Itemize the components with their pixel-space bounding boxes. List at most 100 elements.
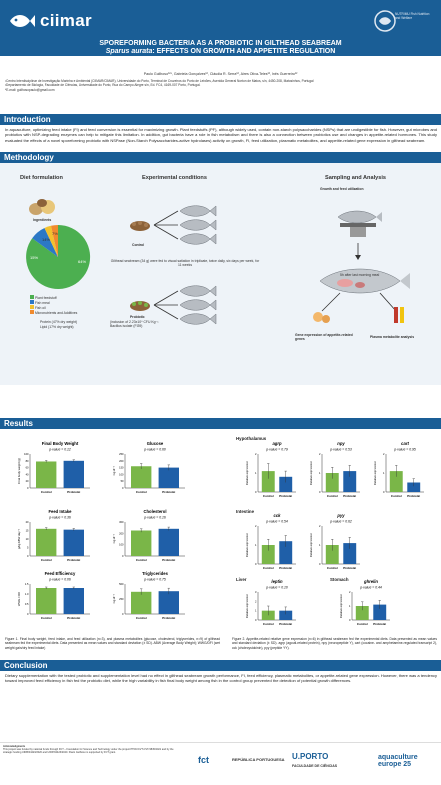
x-tick-label: Control (136, 490, 147, 494)
y-tick-label: 2 (349, 590, 351, 594)
y-tick-label: 250 (119, 452, 124, 456)
x-tick-label: Control (136, 558, 147, 562)
results-header: Results (0, 418, 441, 429)
bar-probiotic (158, 467, 179, 488)
gene-expression-label: Gene expression of appetite-related gene… (295, 333, 353, 341)
sponsor-fcup: FACULDADE DE CIÊNCIAS (292, 764, 338, 768)
affiliation-2: ²Departamento de Biologia, Faculdade de … (5, 83, 201, 88)
chart-title: npy (337, 441, 345, 446)
control-label: Control (132, 243, 145, 247)
pie-slice-plant (26, 224, 91, 289)
sampling-illustration (313, 210, 410, 323)
gene-expression-icon (313, 312, 330, 323)
y-tick-label: 1 (255, 471, 257, 475)
x-tick-label: Probiotic (67, 490, 80, 494)
x-tick-label: Probiotic (373, 622, 386, 626)
probiotic-fish-group (179, 285, 217, 325)
y-tick-label: 0 (27, 486, 29, 490)
legend-item-fishmeal: Fish meal (30, 300, 77, 305)
scale-fish-icon (337, 210, 382, 237)
bar-probiotic (63, 460, 84, 488)
x-tick-label: Probiotic (67, 558, 80, 562)
y-tick-label: 150 (119, 466, 124, 470)
chart-11: leptin p-value = 0.10 0 1 2 3 Relative express… (245, 579, 296, 626)
bar-probiotic (63, 588, 84, 614)
bar-probiotic (373, 604, 387, 620)
bar-control (261, 610, 275, 620)
y-tick-label: 1.5 (25, 582, 29, 586)
methodology-title: Methodology (4, 153, 54, 162)
chart-9: cck p-value = 0.54 0 1 2 Relative expression C… (245, 513, 296, 570)
figure-1-caption: Figure 1. Final body weight, feed intake… (5, 637, 220, 650)
protein-text: Protein (47% dry weight) (40, 320, 78, 324)
ingredients-icon (29, 199, 55, 215)
title-line-2: Sparus aurata: EFFECTS ON GROWTH AND APP… (0, 48, 441, 55)
sponsor-republica: REPÚBLICA PORTUGUESA (232, 757, 285, 762)
bar-control (389, 471, 403, 492)
chart-title: Feed Efficiency (45, 571, 76, 576)
bar-probiotic (158, 591, 179, 614)
title-species: Sparus aurata (105, 48, 153, 55)
x-tick-label: Control (136, 616, 147, 620)
pie-slice-fishoil (44, 225, 58, 257)
pie-label-fishoil: 14% (42, 237, 50, 242)
bar-control (261, 471, 275, 492)
plasma-tube-icon (394, 307, 404, 323)
sponsor-aquaculture-europe: aquaculture europe 25 (378, 754, 418, 768)
x-tick-label: Probiotic (279, 494, 292, 498)
y-tick-label: 0 (255, 562, 257, 566)
bar-control (131, 591, 152, 614)
bar-probiotic (279, 610, 293, 620)
y-tick-label: 0 (319, 490, 321, 494)
nutrimu-logo-icon (374, 10, 396, 32)
chart-12: ghrelin p-value = 0.44 0 1 2 Relative express… (339, 579, 390, 626)
methodology-header: Methodology (0, 152, 441, 163)
growth-label: Growth and feed utilization (320, 187, 364, 191)
bar-control (325, 545, 339, 564)
y-tick-label: 15 (26, 529, 29, 533)
y-tick-label: 1 (255, 609, 257, 613)
chart-pvalue: p-value = 0.12 (48, 448, 71, 452)
y-tick-label: 100 (24, 452, 29, 456)
y-tick-label: 200 (119, 531, 124, 535)
y-tick-label: 100 (119, 543, 124, 547)
y-tick-label: 500 (119, 582, 124, 586)
y-axis-label: WWG / DFI (17, 592, 21, 607)
chart-title: Final Body Weight (42, 441, 79, 446)
y-tick-label: 0 (383, 490, 385, 494)
y-tick-label: 300 (119, 520, 124, 524)
title-line-1: SPOREFORMING BACTERIA AS A PROBIOTIC IN … (99, 40, 342, 47)
chart-2: Feed Intake p-value = 0.36 0 5 10 15 20 g/kg AB… (17, 509, 90, 562)
x-tick-label: Control (263, 494, 274, 498)
y-tick-label: 0 (27, 612, 29, 616)
chart-title: ghrelin (363, 579, 378, 584)
y-tick-label: 0.5 (25, 602, 29, 606)
y-tick-label: 0 (122, 554, 124, 558)
chart-title: Triglycerides (142, 571, 169, 576)
sponsor-fct: fct (198, 755, 209, 765)
chart-10: pyy p-value = 0.62 0 1 2 Relative expression C… (309, 513, 360, 570)
bar-control (36, 588, 57, 614)
chart-0: Final Body Weight p-value = 0.12 0 20 40 60 80… (17, 441, 90, 494)
chart-pvalue: p-value = 0.06 (48, 578, 71, 582)
introduction-title: Introduction (4, 115, 51, 124)
chart-title: leptin (271, 579, 283, 584)
probiotic-detail: (inclusion of 2.23x10⁸ CFU Kg⁻¹ Bacillus… (110, 320, 159, 328)
y-axis-label: Relative expression (309, 460, 313, 485)
y-tick-label: 2 (319, 452, 321, 456)
x-tick-label: Probiotic (407, 494, 420, 498)
sampling-analysis-title: Sampling and Analysis (325, 175, 387, 181)
x-tick-label: Control (41, 490, 52, 494)
legend-item-plant: Plant feedstuff (30, 295, 77, 300)
probiotic-feed-icon (130, 301, 150, 311)
ciimar-logo-text: ciimar (40, 11, 92, 30)
bar-probiotic (158, 528, 179, 556)
x-tick-label: Probiotic (279, 622, 292, 626)
lipid-text: Lipid (17% dry weight) (40, 325, 74, 329)
bar-probiotic (279, 476, 293, 492)
y-tick-label: 1 (349, 604, 351, 608)
chart-title: Cholesterol (143, 509, 166, 514)
results-title: Results (4, 419, 33, 428)
title-line-2-rest: : EFFECTS ON GROWTH AND APPETITE REGULAT… (152, 48, 336, 55)
y-tick-label: 1 (319, 471, 321, 475)
